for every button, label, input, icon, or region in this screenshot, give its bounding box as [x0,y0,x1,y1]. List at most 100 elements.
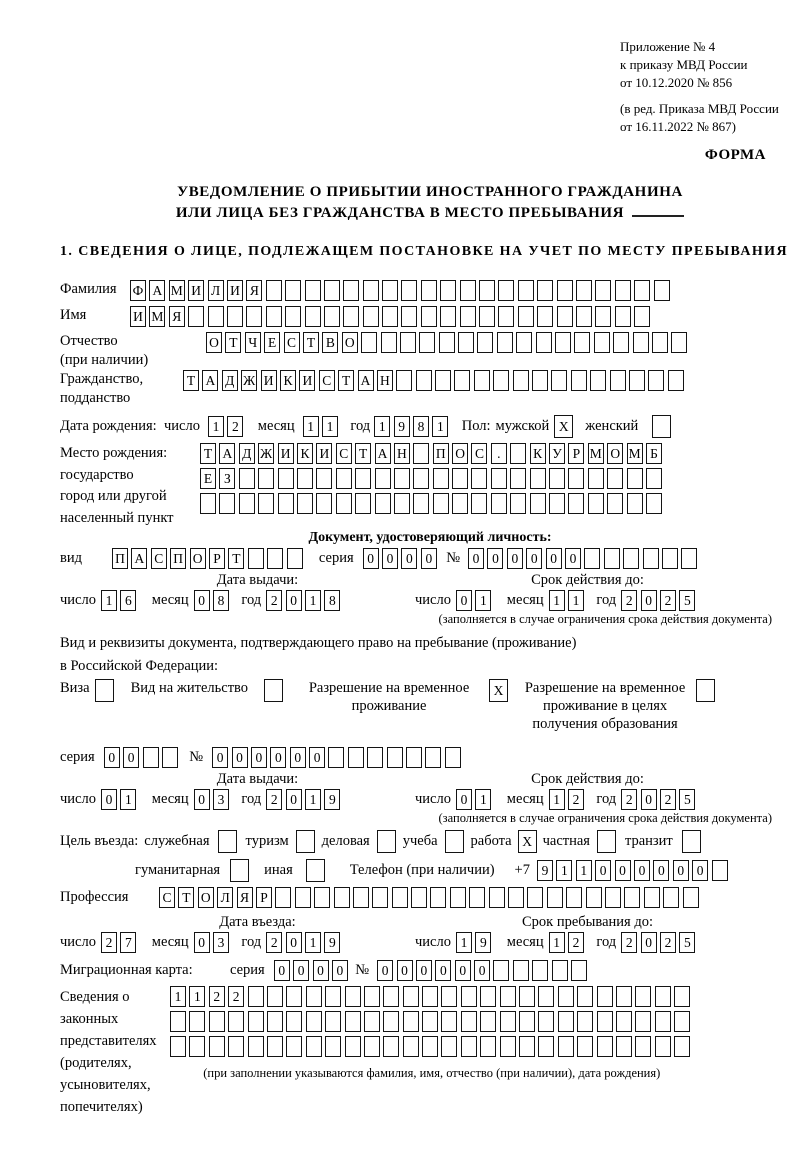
char-box[interactable] [575,280,592,301]
char-box[interactable]: 0 [474,960,491,981]
char-box[interactable]: 2 [659,590,676,611]
char-box[interactable] [643,887,660,908]
char-box[interactable] [347,747,364,768]
char-box[interactable] [674,1011,691,1032]
char-box[interactable] [363,986,380,1007]
char-box[interactable]: Ч [244,332,261,353]
char-box[interactable] [296,493,313,514]
char-box[interactable] [441,986,458,1007]
char-box[interactable]: И [130,306,146,327]
char-box[interactable]: 0 [653,860,670,881]
char-box[interactable] [674,986,691,1007]
char-box[interactable] [512,960,529,981]
char-box[interactable] [374,468,391,489]
char-box[interactable] [367,747,384,768]
char-box[interactable]: П [112,548,128,569]
char-box[interactable] [419,332,436,353]
char-box[interactable] [596,1036,613,1057]
char-box[interactable] [508,887,525,908]
char-box[interactable] [479,280,496,301]
char-box[interactable]: 0 [270,747,287,768]
char-box[interactable] [615,1036,632,1057]
char-box[interactable] [188,306,205,327]
char-box[interactable]: Л [217,887,234,908]
char-box[interactable]: 0 [455,789,472,810]
char-box[interactable]: 0 [250,747,267,768]
char-box[interactable] [469,887,486,908]
char-box[interactable] [480,1011,497,1032]
char-box[interactable] [383,1011,400,1032]
char-box[interactable]: 8 [412,416,429,437]
char-box[interactable] [626,468,643,489]
char-box[interactable]: И [260,370,277,391]
char-box[interactable]: 2 [227,416,244,437]
char-box[interactable] [632,332,649,353]
char-box[interactable] [265,280,282,301]
char-box[interactable] [247,986,264,1007]
char-box[interactable]: А [131,548,148,569]
char-box[interactable] [624,887,641,908]
char-box[interactable] [645,468,662,489]
char-box[interactable]: О [452,443,469,464]
char-box[interactable] [372,887,389,908]
char-box[interactable] [603,548,620,569]
char-box[interactable] [314,887,331,908]
char-box[interactable] [441,1011,458,1032]
char-box[interactable]: 1 [374,416,391,437]
char-box[interactable] [246,306,263,327]
char-box[interactable] [335,468,352,489]
char-box[interactable] [383,1036,400,1057]
char-box[interactable] [277,493,294,514]
char-box[interactable] [294,887,311,908]
char-box[interactable] [556,306,573,327]
char-box[interactable]: М [626,443,643,464]
char-box[interactable] [333,887,350,908]
char-box[interactable] [590,370,607,391]
char-box[interactable] [527,887,544,908]
char-box[interactable]: М [168,280,185,301]
char-box[interactable] [452,468,469,489]
char-box[interactable]: У [549,443,566,464]
char-box[interactable] [471,468,488,489]
char-box[interactable] [374,493,391,514]
char-box[interactable] [519,1036,536,1057]
char-box[interactable] [595,306,612,327]
char-box[interactable] [352,887,369,908]
char-box[interactable] [286,548,303,569]
char-box[interactable] [247,1036,264,1057]
char-box[interactable]: 3 [213,932,229,953]
char-box[interactable] [422,986,439,1007]
char-box[interactable] [267,548,284,569]
char-box[interactable] [422,1036,439,1057]
char-box[interactable]: 9 [536,860,553,881]
char-box[interactable] [238,468,255,489]
char-box[interactable] [653,280,670,301]
char-box[interactable] [568,493,585,514]
char-box[interactable]: А [202,370,219,391]
char-box[interactable] [635,1036,652,1057]
char-box[interactable] [430,887,447,908]
char-box[interactable] [498,280,515,301]
char-box[interactable]: 2 [266,789,283,810]
char-box[interactable]: 3 [213,789,229,810]
char-box[interactable] [277,468,294,489]
char-box[interactable]: X [517,830,537,853]
char-box[interactable]: З [219,468,236,489]
char-box[interactable]: 9 [324,932,341,953]
char-box[interactable] [568,468,585,489]
char-box[interactable]: 0 [103,747,120,768]
char-box[interactable] [304,280,321,301]
char-box[interactable] [652,415,672,438]
char-box[interactable] [519,1011,536,1032]
char-box[interactable]: А [357,370,374,391]
char-box[interactable] [517,280,534,301]
char-box[interactable] [555,332,572,353]
char-box[interactable]: И [226,280,243,301]
char-box[interactable] [596,1011,613,1032]
char-box[interactable]: О [341,332,358,353]
char-box[interactable]: 0 [468,548,485,569]
char-box[interactable] [444,747,461,768]
char-box[interactable] [460,1036,477,1057]
char-box[interactable] [382,280,399,301]
char-box[interactable]: 1 [475,590,492,611]
